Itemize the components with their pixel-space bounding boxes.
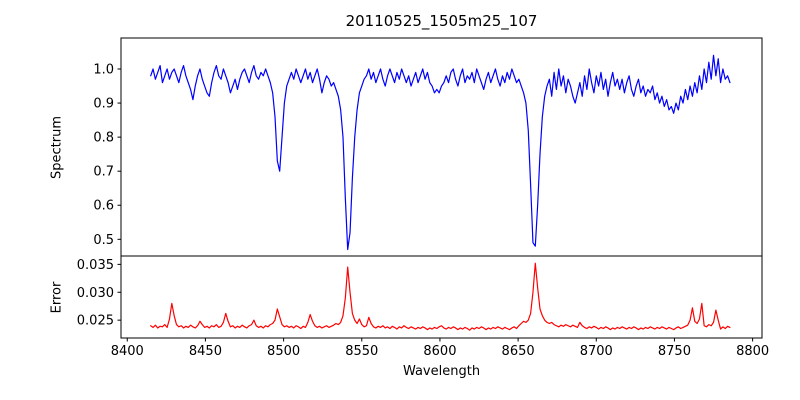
x-tick-label: 8700: [580, 344, 613, 359]
y-tick-label: 0.025: [77, 314, 114, 329]
y-tick-label: 0.5: [93, 233, 114, 248]
chart-title: 20110525_1505m25_107: [345, 12, 538, 30]
x-tick-label: 8600: [423, 344, 456, 359]
x-tick-label: 8450: [189, 344, 222, 359]
spectrum-line: [150, 54, 731, 251]
y-tick-label: 0.035: [77, 258, 114, 273]
y-tick-label: 0.8: [93, 131, 114, 146]
y-tick-label: 1.0: [93, 62, 114, 77]
error-line: [150, 262, 731, 331]
x-tick-label: 8500: [267, 344, 300, 359]
x-tick-label: 8750: [658, 344, 691, 359]
y-tick-label: 0.030: [77, 286, 114, 301]
y-tick-label: 0.6: [93, 199, 114, 214]
x-tick-label: 8800: [736, 344, 769, 359]
y-tick-label: 0.9: [93, 97, 114, 112]
y-tick-label: 0.7: [93, 165, 114, 180]
x-tick-label: 8550: [345, 344, 378, 359]
x-tick-label: 8400: [111, 344, 144, 359]
bottom-panel-frame: [120, 255, 763, 339]
x-tick-label: 8650: [502, 344, 535, 359]
x-axis-label: Wavelength: [402, 364, 481, 379]
